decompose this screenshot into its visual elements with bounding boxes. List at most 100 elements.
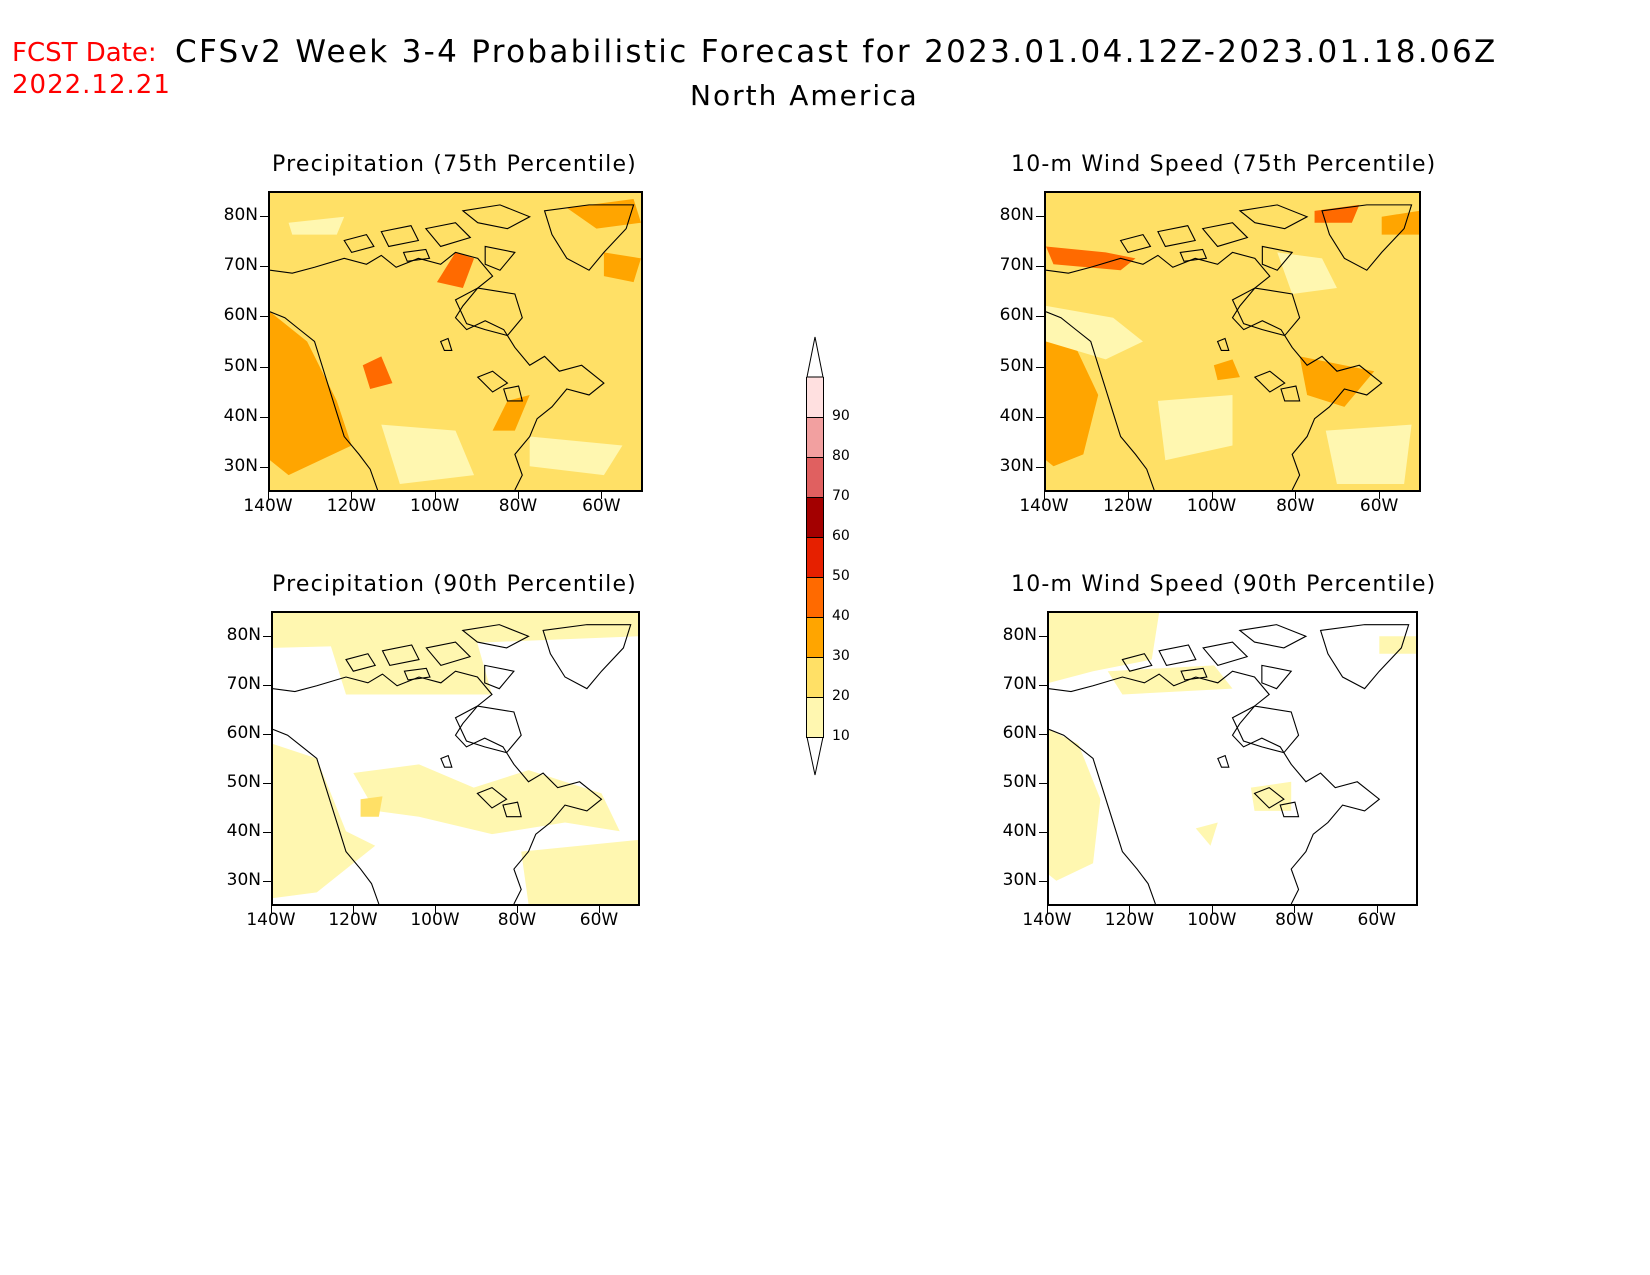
probability-contour <box>1379 636 1416 654</box>
island-outline <box>426 223 471 247</box>
island-outline <box>1218 339 1229 351</box>
probability-contour <box>362 356 393 390</box>
colorbar-swatch <box>806 377 824 417</box>
probability-contour <box>1195 822 1218 846</box>
latitude-label: 40N <box>226 821 261 842</box>
latitude-label: 80N <box>999 205 1034 226</box>
longitude-tick <box>434 492 436 499</box>
longitude-tick <box>1294 906 1296 913</box>
latitude-tick <box>1039 635 1047 637</box>
latitude-tick <box>260 466 268 468</box>
probability-field <box>1046 193 1419 490</box>
latitude-label: 30N <box>1002 870 1037 891</box>
colorbar-tick <box>806 497 824 498</box>
probability-contour <box>436 252 475 289</box>
latitude-label: 60N <box>226 722 261 743</box>
latitude-tick <box>263 684 271 686</box>
colorbar-tick <box>806 697 824 698</box>
colorbar-tick <box>806 737 824 738</box>
island-outline <box>504 386 523 401</box>
longitude-label: 140W <box>1022 910 1072 930</box>
probability-contour <box>1049 729 1101 881</box>
hudson-bay-outline <box>1233 706 1299 753</box>
probability-contour <box>1046 305 1143 360</box>
latitude-tick <box>1036 266 1044 268</box>
island-outline <box>477 788 506 808</box>
island-outline <box>426 642 470 665</box>
latitude-tick <box>1039 733 1047 735</box>
longitude-tick <box>1295 492 1297 499</box>
page-subtitle: North America <box>690 79 919 112</box>
probability-contour <box>1107 665 1233 695</box>
island-outline <box>503 802 521 817</box>
colorbar-swatch <box>806 537 824 577</box>
colorbar-swatch <box>806 417 824 457</box>
colorbar-swatch <box>806 617 824 657</box>
probability-contour <box>273 743 376 899</box>
island-outline <box>1262 246 1292 270</box>
probability-field <box>270 193 641 490</box>
probability-contour <box>1213 359 1240 381</box>
longitude-tick <box>435 906 436 913</box>
longitude-label: 100W <box>410 910 460 930</box>
latitude-tick <box>1036 216 1044 218</box>
probability-contour <box>603 252 641 283</box>
colorbar-label: 10 <box>832 728 850 744</box>
colorbar-tick <box>806 617 824 618</box>
latitude-label: 60N <box>223 305 258 326</box>
probability-contour <box>353 764 620 835</box>
island-outline <box>346 654 375 671</box>
latitude-label: 70N <box>999 255 1034 276</box>
colorbar-tick <box>806 457 824 458</box>
probability-contour <box>1314 204 1360 223</box>
island-outline <box>1281 386 1300 401</box>
probability-contour <box>327 630 492 695</box>
latitude-tick <box>263 832 271 834</box>
latitude-label: 80N <box>223 205 258 226</box>
colorbar-tick <box>806 537 824 538</box>
probability-contour <box>1046 246 1136 271</box>
colorbar-label: 60 <box>832 528 850 544</box>
probability-field <box>1049 613 1416 904</box>
probability-contour <box>521 839 638 904</box>
panel-title: Precipitation (90th Percentile) <box>272 572 637 597</box>
coastline <box>1046 252 1382 490</box>
longitude-label: 100W <box>1187 910 1237 930</box>
island-outline <box>1203 223 1248 247</box>
latitude-label: 30N <box>226 870 261 891</box>
colorbar-swatch <box>806 497 824 537</box>
colorbar-label: 30 <box>832 648 850 664</box>
latitude-label: 70N <box>226 673 261 694</box>
probability-contour <box>360 796 383 817</box>
island-outline <box>404 249 430 261</box>
colorbar-label: 90 <box>832 408 850 424</box>
island-outline <box>1240 625 1306 648</box>
latitude-label: 80N <box>1002 624 1037 645</box>
longitude-label: 100W <box>1186 496 1237 516</box>
longitude-label: 80W <box>1275 910 1314 930</box>
island-outline <box>1240 205 1307 229</box>
probability-contour <box>1049 613 1160 683</box>
island-outline <box>1158 226 1195 247</box>
longitude-label: 60W <box>1357 910 1396 930</box>
longitude-tick <box>271 906 272 913</box>
longitude-tick <box>517 906 518 913</box>
map-plot <box>268 191 643 492</box>
panel-title: 10-m Wind Speed (75th Percentile) <box>1011 152 1437 177</box>
longitude-label: 140W <box>246 910 296 930</box>
map-plot <box>271 611 640 906</box>
probability-contour <box>1157 394 1233 461</box>
island-outline <box>383 645 420 665</box>
coastline <box>1049 671 1379 904</box>
island-outline <box>381 226 418 247</box>
longitude-tick <box>601 492 603 499</box>
latitude-tick <box>260 416 268 418</box>
probability-contour <box>381 424 475 485</box>
latitude-label: 50N <box>226 772 261 793</box>
island-outline <box>1181 668 1207 680</box>
colorbar-legend: 90 80 70 60 50 40 30 20 10 <box>806 335 866 776</box>
longitude-label: 120W <box>328 910 378 930</box>
colorbar-label: 40 <box>832 608 850 624</box>
colorbar-tick <box>806 657 824 658</box>
island-outline <box>485 665 514 688</box>
